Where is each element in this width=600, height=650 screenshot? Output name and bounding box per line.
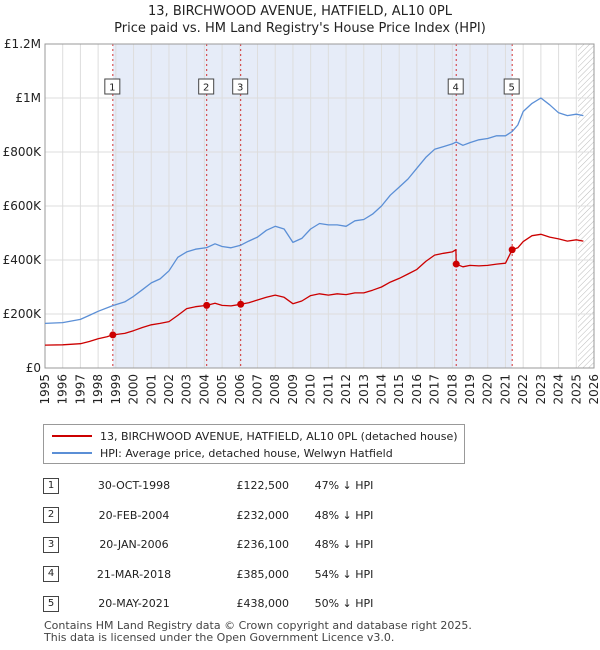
sale-date: 20-JAN-2006 [99,538,169,552]
chart-subtitle: Price paid vs. HM Land Registry's House … [114,21,486,36]
x-tick-label: 2025 [569,374,583,405]
legend: 13, BIRCHWOOD AVENUE, HATFIELD, AL10 0PL… [43,424,465,464]
y-tick-label: £200K [3,307,43,321]
sale-point [203,301,211,309]
footer-licence: This data is licensed under the Open Gov… [44,631,395,644]
sale-price: £236,100 [236,538,290,552]
sale-hpi-diff: 48% ↓ HPI [314,508,374,522]
y-tick-label: £400K [3,253,43,267]
sale-hpi-diff: 48% ↓ HPI [314,538,374,552]
x-tick-label: 2020 [481,374,495,405]
sale-date: 30-OCT-1998 [97,479,171,493]
sale-price: £232,000 [236,508,290,522]
x-tick-label: 2000 [127,374,141,405]
x-tick-label: 1997 [73,374,87,405]
y-tick-label: £1.2M [4,37,41,51]
x-tick-label: 2013 [357,374,371,405]
x-tick-label: 2021 [498,374,512,405]
sale-badge: 1 [43,477,59,494]
x-tick-label: 2022 [516,374,530,405]
sale-point [109,331,117,339]
transactions-table: 1 30-OCT-1998 £122,500 47% ↓ HPI 2 20-FE… [43,471,399,619]
table-row: 4 21-MAR-2018 £385,000 54% ↓ HPI [43,560,399,590]
x-tick-label: 2018 [445,374,459,405]
x-tick-label: 2015 [392,374,406,405]
chart-title: 13, BIRCHWOOD AVENUE, HATFIELD, AL10 0PL [148,4,452,19]
sale-badge: 3 [43,536,59,553]
legend-swatch-hpi [52,452,92,454]
sale-hpi-diff: 54% ↓ HPI [314,567,374,581]
sale-number-box [104,78,121,95]
x-tick-label: 2005 [215,374,229,405]
x-tick-label: 2016 [410,374,424,405]
sale-number-label: 3 [237,83,243,94]
x-tick-label: 1998 [91,374,105,405]
x-tick-label: 2002 [162,374,176,405]
sale-price: £122,500 [236,479,290,493]
sale-badge: 5 [43,595,59,612]
x-tick-label: 1999 [109,374,123,405]
x-tick-label: 2011 [321,374,335,405]
y-tick-label: £1M [15,91,41,105]
series-line [44,97,584,325]
x-tick-label: 2026 [587,374,600,405]
x-tick-label: 2007 [251,374,265,405]
x-tick-label: 1995 [38,374,52,405]
sale-number-box [447,78,464,95]
legend-item-hpi: HPI: Average price, detached house, Welw… [52,445,393,461]
legend-label-hpi: HPI: Average price, detached house, Welw… [100,446,393,460]
sale-hpi-diff: 47% ↓ HPI [314,479,374,493]
sale-number-label: 1 [109,83,115,94]
sale-date: 20-FEB-2004 [98,508,170,522]
x-tick-label: 2008 [268,374,282,405]
sale-price: £438,000 [236,597,290,611]
x-tick-label: 2001 [144,374,158,405]
x-tick-label: 2019 [463,374,477,405]
sale-badge: 2 [43,507,59,524]
sale-number-label: 4 [453,83,459,94]
sale-number-box [503,78,520,95]
y-tick-label: £0 [26,361,41,375]
x-tick-label: 2009 [286,374,300,405]
y-tick-label: £600K [3,199,43,213]
table-row: 2 20-FEB-2004 £232,000 48% ↓ HPI [43,501,399,531]
x-tick-label: 2023 [534,374,548,405]
sale-point [508,246,516,254]
table-row: 3 20-JAN-2006 £236,100 48% ↓ HPI [43,530,399,560]
sale-price: £385,000 [236,567,290,581]
table-row: 1 30-OCT-1998 £122,500 47% ↓ HPI [43,471,399,501]
sale-number-label: 2 [203,83,209,94]
x-tick-label: 2004 [197,374,211,405]
sale-number-label: 5 [508,83,514,94]
legend-label-property: 13, BIRCHWOOD AVENUE, HATFIELD, AL10 0PL… [100,429,458,443]
sale-date: 20-MAY-2021 [98,597,170,611]
sale-date: 21-MAR-2018 [96,567,172,581]
y-tick-label: £800K [3,145,43,159]
sale-point [452,260,460,268]
x-tick-label: 2012 [339,374,353,405]
plot-frame [44,43,595,369]
legend-item-property: 13, BIRCHWOOD AVENUE, HATFIELD, AL10 0PL… [52,428,458,444]
sale-point [237,300,245,308]
footer: Contains HM Land Registry data © Crown c… [44,620,472,644]
x-tick-label: 2010 [304,374,318,405]
legend-swatch-property [52,435,92,437]
sale-badge: 4 [43,566,59,583]
table-row: 5 20-MAY-2021 £438,000 50% ↓ HPI [43,589,399,619]
sale-hpi-diff: 50% ↓ HPI [314,597,374,611]
sale-number-box [232,78,249,95]
x-tick-label: 2017 [428,374,442,405]
series-line [44,233,584,346]
x-tick-label: 2024 [552,374,566,405]
x-tick-label: 2014 [374,374,388,405]
x-tick-label: 2006 [233,374,247,405]
x-tick-label: 2003 [180,374,194,405]
footer-copyright: Contains HM Land Registry data © Crown c… [44,619,472,632]
x-tick-label: 1996 [56,374,70,405]
sale-number-box [198,78,215,95]
